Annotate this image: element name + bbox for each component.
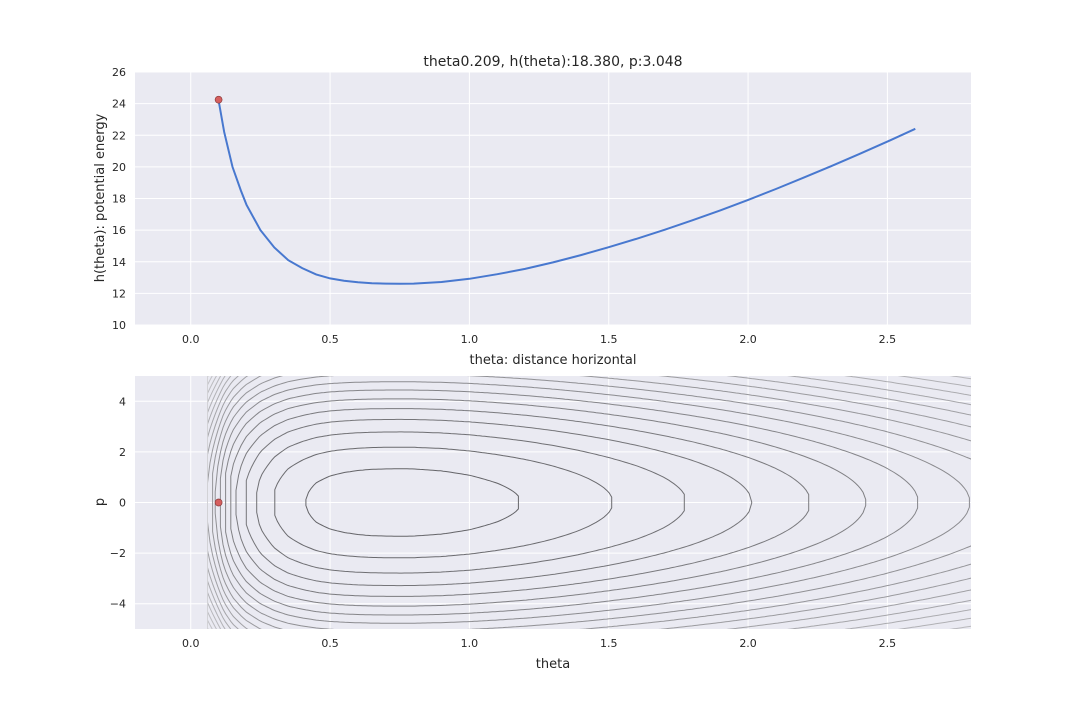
- top-x-tick-labels: 0.0 0.5 1.0 1.5 2.0 2.5: [182, 333, 896, 346]
- bottom-x-tick-label: 1.5: [600, 637, 618, 650]
- energy-contour: [245, 418, 753, 587]
- top-y-tick-label: 18: [112, 193, 126, 206]
- bottom-x-tick-label: 2.0: [739, 637, 757, 650]
- top-y-tick-label: 12: [112, 287, 126, 300]
- bottom-x-axis-label: theta: [536, 657, 570, 672]
- top-x-tick-label: 1.5: [600, 333, 618, 346]
- bottom-x-tick-label: 1.0: [461, 637, 479, 650]
- top-x-tick-label: 0.5: [321, 333, 339, 346]
- top-y-tick-label: 14: [112, 256, 126, 269]
- top-x-axis-label: theta: distance horizontal: [470, 353, 637, 368]
- energy-contour: [230, 398, 867, 607]
- top-x-tick-label: 0.0: [182, 333, 200, 346]
- top-title: theta0.209, h(theta):18.380, p:3.048: [423, 54, 682, 70]
- top-y-tick-label: 24: [112, 98, 126, 111]
- top-x-tick-label: 2.5: [879, 333, 897, 346]
- phase-space-marker: [214, 498, 223, 507]
- bottom-plot: 0.0 0.5 1.0 1.5 2.0 2.5 −4 −2 0 2 4 theta p: [93, 376, 971, 672]
- energy-contour: [225, 389, 919, 616]
- bottom-contours: [207, 376, 971, 629]
- top-y-tick-label: 10: [112, 319, 126, 332]
- top-y-tick-label: 26: [112, 66, 126, 79]
- top-y-tick-labels: 10 12 14 16 18 20 22 24 26: [112, 66, 126, 332]
- top-grid: [135, 71, 971, 326]
- bottom-x-tick-label: 2.5: [879, 637, 897, 650]
- bottom-y-tick-label: 2: [119, 446, 126, 459]
- energy-contour: [219, 381, 970, 624]
- bottom-x-tick-label: 0.0: [182, 637, 200, 650]
- current-state-marker: [214, 95, 223, 104]
- top-marker: [214, 95, 223, 104]
- top-series: [217, 100, 916, 285]
- energy-contour: [235, 408, 810, 597]
- bottom-y-tick-label: 0: [119, 497, 126, 510]
- top-y-tick-label: 22: [112, 129, 126, 142]
- top-y-tick-label: 20: [112, 161, 126, 174]
- energy-contour: [256, 431, 685, 574]
- top-y-axis-label: h(theta): potential energy: [93, 113, 108, 282]
- bottom-y-tick-label: −4: [110, 598, 126, 611]
- energy-contour: [305, 468, 519, 537]
- energy-contour: [274, 446, 613, 559]
- bottom-y-tick-label: −2: [110, 547, 126, 560]
- bottom-y-tick-labels: −4 −2 0 2 4: [110, 395, 126, 610]
- bottom-x-tick-label: 0.5: [321, 637, 339, 650]
- top-x-tick-label: 2.0: [739, 333, 757, 346]
- top-y-tick-label: 16: [112, 224, 126, 237]
- top-plot: 0.0 0.5 1.0 1.5 2.0 2.5 10 12 14 16 18 20 22 24 26 th…: [93, 54, 971, 368]
- bottom-y-axis-label: p: [93, 498, 108, 506]
- top-x-tick-label: 1.0: [461, 333, 479, 346]
- bottom-y-tick-label: 4: [119, 395, 126, 408]
- bottom-x-tick-labels: 0.0 0.5 1.0 1.5 2.0 2.5: [182, 637, 896, 650]
- potential-energy-line: [217, 100, 916, 285]
- bottom-marker: [214, 498, 223, 507]
